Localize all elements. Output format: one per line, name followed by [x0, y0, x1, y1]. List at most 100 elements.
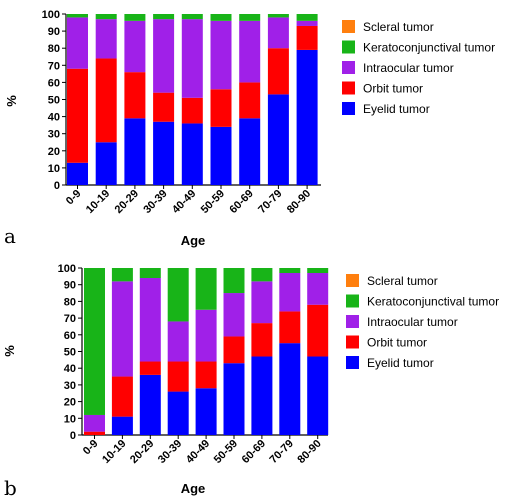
x-tick-label-a: 70-79 — [256, 188, 284, 216]
bar-segment-a-eyelid-tumor — [267, 94, 289, 185]
legend-swatch-b — [346, 335, 359, 349]
bar-segment-b-keratoconjunctival-tumor — [251, 268, 273, 282]
bar-segment-a-eyelid-tumor — [181, 123, 203, 185]
y-tick-label-b: 50 — [64, 347, 76, 359]
bar-segment-b-intraocular-tumor — [307, 273, 329, 305]
y-axis-title-b: % — [2, 345, 17, 357]
y-tick-label-a: 80 — [48, 43, 60, 55]
legend-label-a: Orbit tumor — [363, 82, 423, 96]
legend-swatch-a — [342, 81, 355, 95]
bar-segment-b-keratoconjunctival-tumor — [195, 268, 217, 310]
bar-segment-a-eyelid-tumor — [124, 118, 146, 185]
y-tick-label-a: 10 — [48, 163, 60, 175]
bar-segment-a-intraocular-tumor — [67, 17, 88, 69]
x-tick-label-a: 80-90 — [285, 188, 313, 216]
legend-label-a: Keratoconjunctival tumor — [363, 41, 495, 55]
bar-segment-b-eyelid-tumor — [167, 391, 189, 435]
x-tick-label-a: 20-29 — [113, 188, 141, 216]
x-tick-label-b: 70-79 — [268, 438, 296, 466]
legend-label-b: Eyelid tumor — [367, 356, 434, 370]
x-tick-label-a: 40-49 — [170, 188, 198, 216]
y-tick-label-b: 60 — [64, 330, 76, 342]
y-tick-label-a: 0 — [54, 180, 60, 192]
bar-segment-b-keratoconjunctival-tumor — [307, 268, 329, 274]
bar-segment-a-intraocular-tumor — [296, 20, 318, 26]
y-tick-label-a: 100 — [42, 9, 60, 21]
plot-area-b: 0 10 20 30 40 50 60 70 80 90 100 0-9 10-19 20-29 30-39… — [58, 263, 329, 466]
y-tick-label-b: 70 — [64, 313, 76, 325]
bar-segment-b-intraocular-tumor — [195, 309, 217, 362]
legend-swatch-a — [342, 102, 355, 115]
legend-swatch-b — [346, 274, 359, 287]
y-tick-label-a: 70 — [48, 60, 60, 72]
legend-label-a: Eyelid tumor — [363, 102, 430, 116]
bar-segment-b-orbit-tumor — [279, 311, 301, 344]
legend-swatch-a — [342, 20, 355, 33]
x-tick-label-b: 40-49 — [184, 438, 212, 466]
bar-segment-b-keratoconjunctival-tumor — [167, 268, 189, 322]
legend-a: Scleral tumor Keratoconjunctival tumor Int… — [342, 20, 495, 116]
y-tick-label-b: 10 — [64, 413, 76, 425]
bar-segment-b-eyelid-tumor — [111, 416, 133, 435]
x-tick-label-a: 0-9 — [64, 188, 84, 208]
bar-segment-b-keratoconjunctival-tumor — [111, 268, 133, 282]
legend-label-a: Intraocular tumor — [363, 61, 454, 75]
bar-segment-b-intraocular-tumor — [139, 278, 161, 362]
y-tick-label-b: 0 — [70, 430, 76, 442]
panel-label-b: b — [4, 476, 17, 500]
bar-segment-a-eyelid-tumor — [67, 162, 88, 185]
bar-segment-a-eyelid-tumor — [153, 121, 175, 185]
bar-segment-a-keratoconjunctival-tumor — [296, 14, 318, 21]
legend-label-b: Keratoconjunctival tumor — [367, 295, 499, 309]
y-tick-label-a: 30 — [48, 129, 60, 141]
bar-segment-b-eyelid-tumor — [139, 374, 161, 435]
bar-segment-b-orbit-tumor — [139, 361, 161, 375]
x-axis-title-a: Age — [181, 233, 206, 248]
bar-segment-a-eyelid-tumor — [239, 118, 261, 185]
x-tick-label-b: 50-59 — [212, 438, 240, 466]
bar-segment-a-intraocular-tumor — [181, 19, 203, 98]
y-tick-label-b: 30 — [64, 380, 76, 392]
bar-segment-b-orbit-tumor — [223, 336, 245, 364]
bar-segment-b-keratoconjunctival-tumor — [84, 268, 105, 415]
bar-segment-b-keratoconjunctival-tumor — [279, 268, 301, 274]
y-tick-label-a: 90 — [48, 26, 60, 38]
bar-segment-a-orbit-tumor — [67, 68, 88, 163]
bar-segment-b-keratoconjunctival-tumor — [223, 268, 245, 294]
legend-swatch-a — [342, 61, 355, 74]
x-tick-label-b: 60-69 — [240, 438, 268, 466]
legend-swatch-b — [346, 356, 359, 369]
legend-label-a: Scleral tumor — [363, 20, 434, 34]
bar-segment-a-keratoconjunctival-tumor — [95, 14, 117, 20]
y-tick-label-a: 20 — [48, 146, 60, 158]
y-tick-label-a: 40 — [48, 112, 60, 124]
bar-segment-a-keratoconjunctival-tumor — [267, 14, 289, 18]
y-tick-label-b: 40 — [64, 363, 76, 375]
bar-segment-a-keratoconjunctival-tumor — [153, 14, 175, 20]
x-tick-label-a: 50-59 — [199, 188, 227, 216]
y-tick-label-b: 100 — [58, 263, 76, 275]
bar-segment-a-orbit-tumor — [181, 97, 203, 124]
bar-segment-a-orbit-tumor — [296, 25, 318, 50]
panel-label-a: a — [4, 224, 16, 248]
y-axis-title-a: % — [4, 95, 19, 107]
y-tick-label-b: 20 — [64, 397, 76, 409]
bar-segment-a-intraocular-tumor — [153, 19, 175, 93]
bar-segment-a-orbit-tumor — [95, 58, 117, 143]
x-tick-label-a: 10-19 — [84, 188, 112, 216]
bar-segment-a-intraocular-tumor — [239, 20, 261, 83]
bar-segment-b-eyelid-tumor — [279, 343, 301, 435]
x-tick-label-b: 80-90 — [295, 438, 323, 466]
x-tick-label-a: 60-69 — [227, 188, 255, 216]
x-tick-label-b: 0-9 — [81, 438, 101, 458]
bar-segment-b-orbit-tumor — [251, 323, 273, 357]
bar-segment-a-intraocular-tumor — [124, 20, 146, 73]
bar-segment-b-orbit-tumor — [195, 361, 217, 389]
x-axis-title-b: Age — [181, 481, 206, 496]
bar-segment-b-orbit-tumor — [84, 431, 105, 435]
bar-segment-a-keratoconjunctival-tumor — [181, 14, 203, 20]
bar-segment-b-eyelid-tumor — [307, 356, 329, 435]
legend-swatch-b — [346, 294, 359, 308]
bar-segment-a-keratoconjunctival-tumor — [124, 14, 146, 21]
